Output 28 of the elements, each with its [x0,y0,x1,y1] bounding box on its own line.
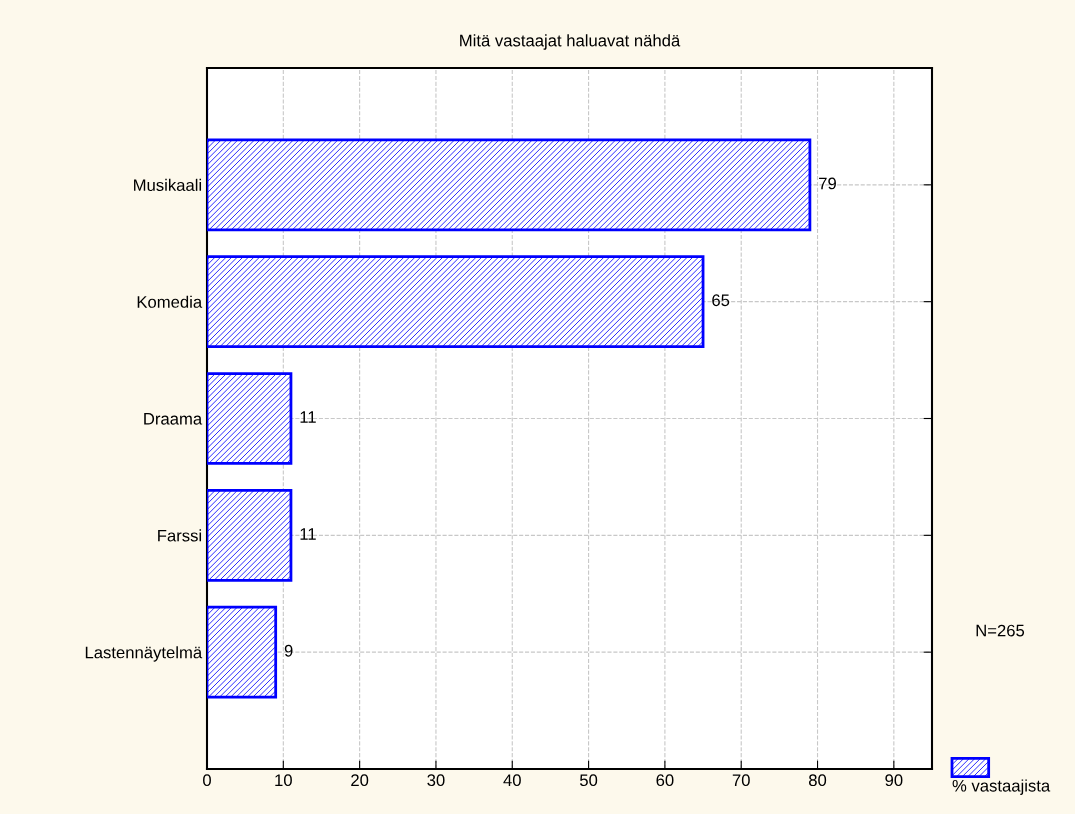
x-tick-label: 10 [275,774,292,787]
data-label: 65 [712,294,730,307]
x-tick-label: 0 [203,774,211,787]
x-tick-label: 20 [351,774,369,787]
data-label: 11 [300,528,316,540]
bar [207,138,812,232]
x-tick-label: 80 [808,774,827,787]
y-tick-label: Farssi [158,529,202,542]
x-tick-label: 30 [427,774,445,787]
y-tick-label: Draama [144,413,203,425]
data-label: 9 [284,644,293,657]
data-label: 11 [300,411,316,423]
bar [207,488,293,582]
x-tick-label: 90 [885,774,903,787]
bar [207,372,293,465]
y-tick-label: Lastennäytelmä [85,646,203,662]
y-tick-label: Musikaali [134,178,202,192]
x-tick-label: 70 [732,774,750,787]
x-tick-label: 40 [503,774,521,787]
x-tick-label: 60 [656,774,674,787]
bar [207,605,278,699]
data-label: 79 [819,177,836,190]
legend-label: % vastaajista [952,779,1051,795]
x-tick-label: 50 [579,774,598,787]
y-tick-label: Komedia [137,295,203,308]
chart-title: Mitä vastaajat haluavat nähdä [460,34,681,50]
text: N=265 [976,624,1025,637]
bar [207,255,705,349]
